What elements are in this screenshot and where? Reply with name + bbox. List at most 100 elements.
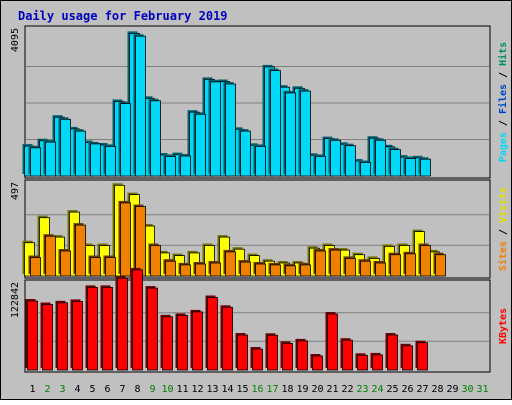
bar-sites-day-18 bbox=[283, 263, 296, 277]
bar-sites-day-17 bbox=[268, 262, 281, 277]
bar-files-day-7 bbox=[118, 101, 131, 177]
bar-sites-day-12 bbox=[193, 262, 206, 277]
bar bbox=[360, 260, 371, 277]
ylabel-part: Files bbox=[497, 84, 509, 114]
bar bbox=[90, 143, 101, 177]
bar bbox=[204, 245, 215, 277]
bar-sites-day-13 bbox=[208, 261, 221, 277]
x-tick-label: 17 bbox=[266, 384, 278, 395]
ylabel-part: KBytes bbox=[498, 308, 509, 344]
bar-sites-day-22 bbox=[343, 256, 356, 277]
bar-sites-day-24 bbox=[373, 261, 386, 277]
bar-sites-day-1 bbox=[28, 255, 41, 277]
bar bbox=[282, 342, 293, 371]
bar bbox=[405, 158, 416, 177]
bar bbox=[240, 261, 251, 277]
bar bbox=[375, 139, 386, 177]
bar bbox=[210, 262, 221, 277]
x-tick-label: 1 bbox=[29, 384, 35, 395]
bar bbox=[117, 277, 128, 371]
bar-files-day-19 bbox=[298, 89, 311, 177]
bar-sites-day-3 bbox=[58, 249, 71, 277]
x-tick-label: 14 bbox=[221, 384, 233, 395]
bar-kbytes-day-11 bbox=[175, 313, 188, 371]
bar bbox=[312, 355, 323, 371]
bar-sites-day-26 bbox=[403, 251, 416, 277]
bar bbox=[87, 286, 98, 371]
bar bbox=[375, 262, 386, 277]
bar-kbytes-day-15 bbox=[235, 333, 248, 371]
bar bbox=[30, 147, 41, 177]
bar-sites-day-20 bbox=[313, 249, 326, 277]
x-tick-label: 5 bbox=[89, 384, 95, 395]
bar bbox=[327, 313, 338, 371]
bar bbox=[255, 263, 266, 277]
bar bbox=[297, 340, 308, 371]
bar bbox=[207, 297, 218, 371]
ylabel-part: Pages bbox=[498, 132, 509, 162]
panel-middle: 497 Sites / Visits bbox=[10, 179, 509, 279]
bar-kbytes-day-21 bbox=[325, 312, 338, 371]
bar bbox=[390, 149, 401, 177]
x-tick-label: 18 bbox=[281, 384, 293, 395]
bar bbox=[75, 130, 86, 177]
bar bbox=[132, 269, 143, 371]
bar bbox=[72, 300, 83, 371]
bar-sites-day-7 bbox=[118, 200, 131, 277]
bar-kbytes-day-19 bbox=[295, 338, 308, 371]
bar bbox=[90, 257, 101, 277]
bar-kbytes-day-14 bbox=[220, 305, 233, 371]
x-tick-label: 20 bbox=[311, 384, 323, 395]
bar-sites-day-21 bbox=[328, 248, 341, 277]
bar-kbytes-day-25 bbox=[385, 333, 398, 371]
x-tick-label: 29 bbox=[446, 384, 458, 395]
bar bbox=[330, 249, 341, 277]
bar-files-day-14 bbox=[223, 82, 236, 177]
panel-max-label: 4095 bbox=[10, 28, 21, 52]
bar bbox=[402, 345, 413, 371]
bar bbox=[390, 254, 401, 277]
bar bbox=[270, 264, 281, 277]
bar-sites-day-19 bbox=[298, 262, 311, 277]
bar bbox=[240, 130, 251, 177]
bar-kbytes-day-22 bbox=[340, 338, 353, 371]
bar bbox=[60, 250, 71, 277]
ylabel-part: / bbox=[498, 66, 509, 84]
x-tick-label: 26 bbox=[401, 384, 413, 395]
x-tick-label: 27 bbox=[416, 384, 428, 395]
bar bbox=[255, 145, 266, 177]
bar bbox=[345, 257, 356, 277]
bar-files-day-18 bbox=[283, 90, 296, 177]
bar-kbytes-day-4 bbox=[70, 299, 83, 371]
bar-files-day-16 bbox=[253, 144, 266, 177]
bar-kbytes-day-5 bbox=[85, 285, 98, 371]
x-tick-label: 8 bbox=[134, 384, 140, 395]
ylabel-part: / bbox=[498, 114, 509, 132]
bar bbox=[120, 202, 131, 277]
x-tick-label: 31 bbox=[476, 384, 488, 395]
bar bbox=[75, 224, 86, 277]
bar bbox=[180, 155, 191, 177]
bar-sites-day-9 bbox=[148, 243, 161, 277]
x-tick-label: 24 bbox=[371, 384, 383, 395]
x-tick-label: 21 bbox=[326, 384, 338, 395]
bar-files-day-27 bbox=[418, 157, 431, 177]
bar-files-day-23 bbox=[358, 160, 371, 177]
bar-kbytes-day-16 bbox=[250, 347, 263, 371]
bar bbox=[372, 354, 383, 371]
bar-kbytes-day-23 bbox=[355, 353, 368, 371]
x-tick-label: 11 bbox=[176, 384, 188, 395]
x-tick-label: 23 bbox=[356, 384, 368, 395]
bar-files-day-6 bbox=[103, 144, 116, 177]
bar-sites-day-23 bbox=[358, 259, 371, 277]
bar-files-day-3 bbox=[58, 117, 71, 177]
x-tick-label: 30 bbox=[461, 384, 473, 395]
bar-sites-day-5 bbox=[88, 255, 101, 277]
bar bbox=[252, 348, 263, 371]
bar bbox=[420, 245, 431, 277]
bar bbox=[147, 287, 158, 371]
ylabel-part: Visits bbox=[497, 187, 509, 223]
x-tick-label: 3 bbox=[59, 384, 65, 395]
bar bbox=[195, 263, 206, 277]
